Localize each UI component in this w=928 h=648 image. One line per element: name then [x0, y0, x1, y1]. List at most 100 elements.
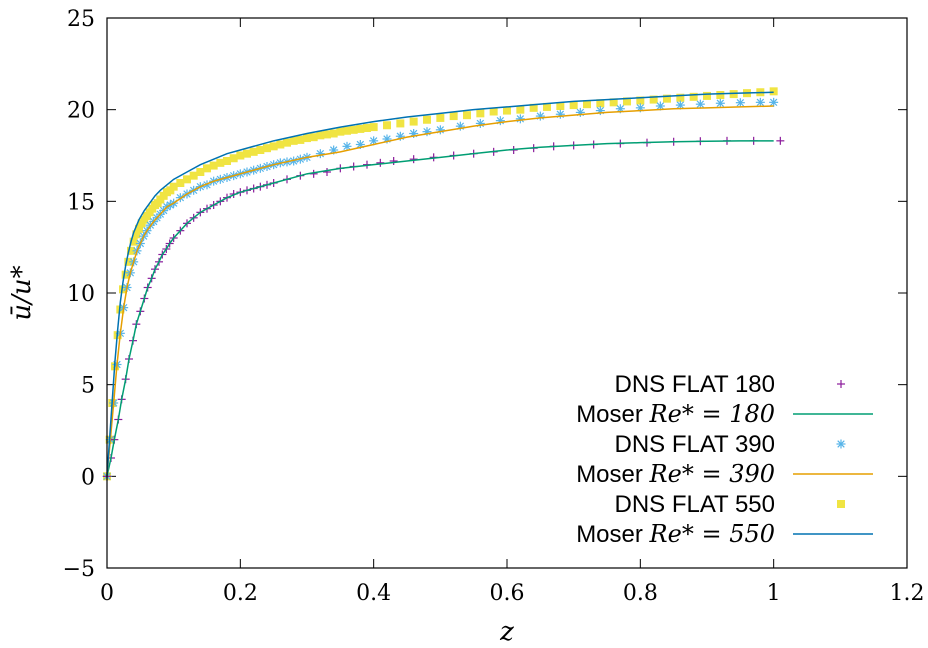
data-point — [176, 179, 185, 187]
data-point — [209, 161, 218, 170]
legend-entry: Moser Re* = 180 — [576, 400, 873, 428]
y-tick-label: 20 — [67, 99, 95, 124]
y-tick-label: 10 — [67, 282, 95, 307]
legend-label-text: Moser — [576, 521, 649, 548]
data-point — [203, 164, 211, 173]
legend-label-text: Moser — [576, 401, 649, 428]
data-point — [596, 99, 605, 108]
data-point — [623, 97, 631, 106]
legend-label-math: Re* = 180 — [649, 400, 775, 428]
data-point — [189, 171, 198, 180]
marker-stroke — [736, 98, 745, 107]
marker-stroke — [756, 98, 765, 107]
data-point — [236, 151, 245, 160]
marker-stroke — [616, 105, 625, 113]
data-point — [716, 91, 725, 99]
data-point — [449, 112, 458, 121]
data-point — [329, 129, 338, 138]
data-point — [463, 111, 471, 120]
data-point — [695, 99, 705, 109]
data-point — [169, 182, 178, 191]
legend-label: DNS FLAT 180 — [614, 371, 775, 398]
y-tick-label: 15 — [67, 190, 95, 215]
data-point — [135, 224, 143, 233]
data-point — [436, 113, 445, 122]
legend-entry: DNS FLAT 390 — [614, 431, 846, 458]
data-point — [655, 101, 665, 111]
data-point — [555, 109, 565, 119]
data-point — [283, 138, 291, 147]
series-line — [106, 140, 774, 477]
marker-stroke — [356, 140, 365, 149]
series-line — [106, 105, 774, 477]
data-point — [127, 246, 135, 255]
data-point — [535, 111, 545, 121]
legend-label-text: DNS FLAT 390 — [614, 431, 775, 458]
series-layer — [102, 87, 785, 481]
y-axis-label: ū/u* — [7, 265, 37, 320]
data-point — [303, 134, 311, 143]
data-point — [296, 135, 305, 144]
data-point — [316, 131, 325, 140]
y-tick-label: 0 — [81, 465, 95, 490]
x-tick-labels: 0 0.2 0.4 0.6 0.8 1 1.2 — [100, 581, 925, 606]
data-point — [343, 126, 351, 135]
data-point — [556, 102, 565, 110]
legend-label-text: DNS FLAT 180 — [614, 371, 775, 398]
x-tick-label: 0.2 — [223, 581, 258, 606]
legend-label: Moser Re* = 180 — [576, 400, 775, 428]
legend-marker — [837, 500, 845, 508]
marker-stroke — [656, 102, 665, 110]
data-point — [515, 114, 525, 124]
legend-label: Moser Re* = 390 — [576, 460, 775, 488]
marker-stroke — [329, 146, 338, 154]
data-point — [475, 118, 485, 128]
data-point — [489, 107, 498, 116]
data-point — [715, 98, 725, 108]
data-point — [129, 237, 138, 246]
data-point — [735, 98, 745, 108]
x-tick-label: 1.2 — [890, 581, 925, 606]
legend-label-text: Moser — [576, 461, 649, 488]
data-point — [376, 158, 385, 167]
legend-label-text: DNS FLAT 550 — [614, 491, 775, 518]
data-point — [769, 97, 779, 107]
data-point — [689, 92, 698, 101]
data-point — [229, 154, 238, 163]
data-point — [675, 100, 685, 110]
data-point — [276, 140, 285, 149]
legend-entry: DNS FLAT 550 — [614, 491, 845, 518]
data-point — [495, 116, 505, 126]
data-point — [119, 285, 127, 294]
data-point — [755, 97, 765, 107]
x-tick-label: 1 — [767, 581, 781, 606]
x-tick-label: 0.8 — [623, 581, 658, 606]
data-point — [529, 103, 538, 112]
series-5 — [106, 91, 774, 477]
legend-marker — [836, 439, 846, 449]
marker-stroke — [383, 135, 391, 143]
legend-entry: DNS FLAT 180 — [614, 371, 845, 398]
marker-stroke — [837, 440, 845, 448]
marker-stroke — [369, 137, 378, 145]
y-tick-label: 25 — [67, 7, 95, 32]
data-point — [289, 136, 298, 145]
marker-stroke — [696, 100, 705, 108]
data-point — [309, 133, 318, 142]
data-point — [409, 117, 418, 126]
data-point — [315, 149, 325, 159]
data-point — [323, 130, 331, 139]
data-point — [121, 270, 130, 279]
data-point — [249, 147, 258, 156]
tick-marks — [106, 17, 908, 569]
data-point — [256, 146, 265, 154]
data-point — [356, 124, 365, 133]
data-point — [703, 91, 711, 100]
data-point — [476, 109, 485, 118]
legend-label: Moser Re* = 550 — [576, 520, 775, 548]
data-point — [615, 104, 625, 114]
data-point — [776, 136, 785, 145]
data-point — [455, 121, 465, 131]
series-1 — [106, 140, 774, 477]
